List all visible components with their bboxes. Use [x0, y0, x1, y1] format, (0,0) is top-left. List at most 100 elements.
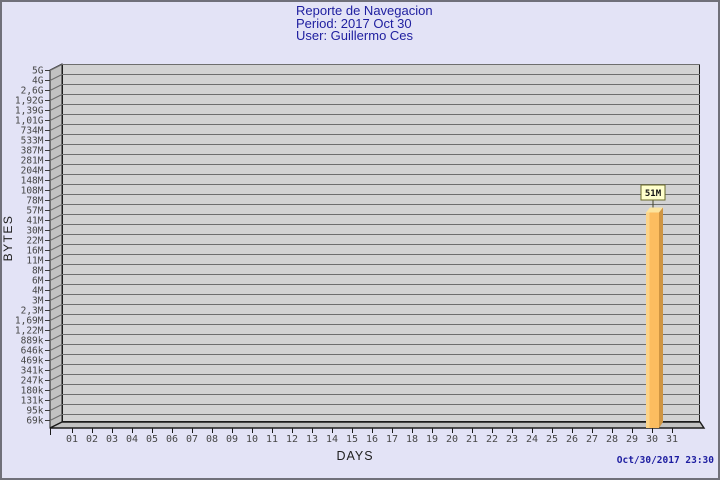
- y-tick-label: 131k: [21, 396, 44, 407]
- y-tick-label: 533M: [21, 136, 44, 147]
- value-label: 51M: [645, 189, 662, 199]
- y-tick-label: 41M: [26, 216, 43, 227]
- wall-diagonal: [49, 274, 63, 281]
- y-tick-label: 2,3M: [21, 306, 44, 317]
- y-tick-label: 469k: [21, 356, 44, 367]
- y-tick-label: 69k: [26, 416, 43, 427]
- x-tick-label: 18: [406, 434, 418, 445]
- y-tick-label: 281M: [21, 156, 44, 167]
- generated-timestamp: Oct/30/2017 23:30: [616, 455, 714, 466]
- y-tick-label: 148M: [21, 176, 44, 187]
- wall-diagonal: [49, 144, 63, 151]
- y-tick-label: 1,01G: [15, 116, 44, 127]
- x-tick-label: 07: [186, 434, 198, 445]
- y-tick-label: 11M: [26, 256, 43, 267]
- wall-diagonal: [49, 354, 63, 361]
- x-tick-label: 03: [106, 434, 118, 445]
- wall-diagonal: [49, 104, 63, 111]
- wall-diagonal: [49, 124, 63, 131]
- plot-left-wall: [49, 63, 63, 429]
- x-tick-label: 23: [506, 434, 518, 445]
- y-tick-label: 387M: [21, 146, 44, 157]
- x-tick-label: 05: [146, 434, 158, 445]
- wall-diagonal: [49, 84, 63, 91]
- y-tick-label: 95k: [26, 406, 43, 417]
- x-tick-label: 16: [366, 434, 378, 445]
- wall-diagonal: [49, 414, 63, 421]
- y-tick-label: 180k: [21, 386, 44, 397]
- y-tick-label: 4G: [32, 76, 44, 87]
- wall-diagonal: [49, 394, 63, 401]
- wall-diagonal: [49, 324, 63, 331]
- wall-diagonal: [49, 264, 63, 271]
- x-tick-label: 24: [526, 434, 538, 445]
- x-tick-label: 27: [586, 434, 598, 445]
- y-tick-label: 5G: [32, 66, 44, 77]
- y-tick-label: 30M: [26, 226, 43, 237]
- y-tick-label: 16M: [26, 246, 43, 257]
- wall-diagonal: [49, 204, 63, 211]
- report-title: Reporte de Navegacion: [296, 3, 433, 18]
- wall-diagonal: [49, 284, 63, 291]
- plot-face: [62, 64, 700, 422]
- x-tick-label: 29: [626, 434, 638, 445]
- wall-diagonal: [49, 304, 63, 311]
- wall-diagonal: [49, 94, 63, 101]
- wall-diagonal: [49, 194, 63, 201]
- wall-diagonal: [49, 314, 63, 321]
- x-tick-label: 30: [646, 434, 658, 445]
- y-tick-label: 204M: [21, 166, 44, 177]
- x-tick-label: 28: [606, 434, 618, 445]
- report-header: Reporte de Navegacion Period: 2017 Oct 3…: [296, 3, 433, 43]
- x-tick-label: 25: [546, 434, 558, 445]
- x-tick-label: 17: [386, 434, 398, 445]
- y-tick-label: 1,39G: [15, 106, 44, 117]
- x-tick-label: 15: [346, 434, 358, 445]
- x-tick-label: 14: [326, 434, 338, 445]
- wall-diagonal: [49, 374, 63, 381]
- y-tick-label: 341k: [21, 366, 44, 377]
- wall-diagonal: [49, 224, 63, 231]
- y-tick-label: 247k: [21, 376, 44, 387]
- x-tick-label: 21: [466, 434, 478, 445]
- wall-diagonal: [49, 64, 63, 71]
- y-tick-label: 78M: [26, 196, 43, 207]
- y-tick-label: 3M: [32, 296, 44, 307]
- wall-diagonal: [49, 234, 63, 241]
- report-period: Period: 2017 Oct 30: [296, 15, 412, 31]
- wall-diagonal: [49, 174, 63, 181]
- wall-diagonal: [49, 184, 63, 191]
- y-tick-label: 646k: [21, 346, 44, 357]
- y-tick-label: 4M: [32, 286, 44, 297]
- x-tick-label: 01: [66, 434, 78, 445]
- wall-diagonal: [49, 214, 63, 221]
- wall-diagonal: [49, 114, 63, 121]
- x-tick-label: 20: [446, 434, 458, 445]
- y-tick-label: 8M: [32, 266, 44, 277]
- x-axis-title: DAYS: [336, 449, 373, 463]
- wall-diagonal: [49, 404, 63, 411]
- wall-diagonal: [49, 344, 63, 351]
- report-user: User: Guillermo Ces: [296, 28, 414, 43]
- y-tick-label: 6M: [32, 276, 44, 287]
- x-tick-label: 09: [226, 434, 238, 445]
- y-tick-label: 22M: [26, 236, 43, 247]
- y-axis-title: BYTES: [2, 215, 15, 262]
- wall-diagonal: [49, 74, 63, 81]
- x-tick-label: 26: [566, 434, 578, 445]
- wall-diagonal: [49, 154, 63, 161]
- bar-side-face: [659, 207, 663, 428]
- y-tick-label: 2,6G: [21, 86, 44, 97]
- wall-diagonal: [49, 254, 63, 261]
- x-tick-label: 10: [246, 434, 258, 445]
- x-tick-label: 31: [666, 434, 678, 445]
- y-tick-label: 1,22M: [15, 326, 44, 337]
- bar-top-face: [646, 207, 663, 213]
- x-tick-label: 12: [286, 434, 298, 445]
- x-tick-label: 04: [126, 434, 138, 445]
- y-tick-label: 889k: [21, 336, 44, 347]
- wall-diagonal: [49, 134, 63, 141]
- x-tick-label: 22: [486, 434, 498, 445]
